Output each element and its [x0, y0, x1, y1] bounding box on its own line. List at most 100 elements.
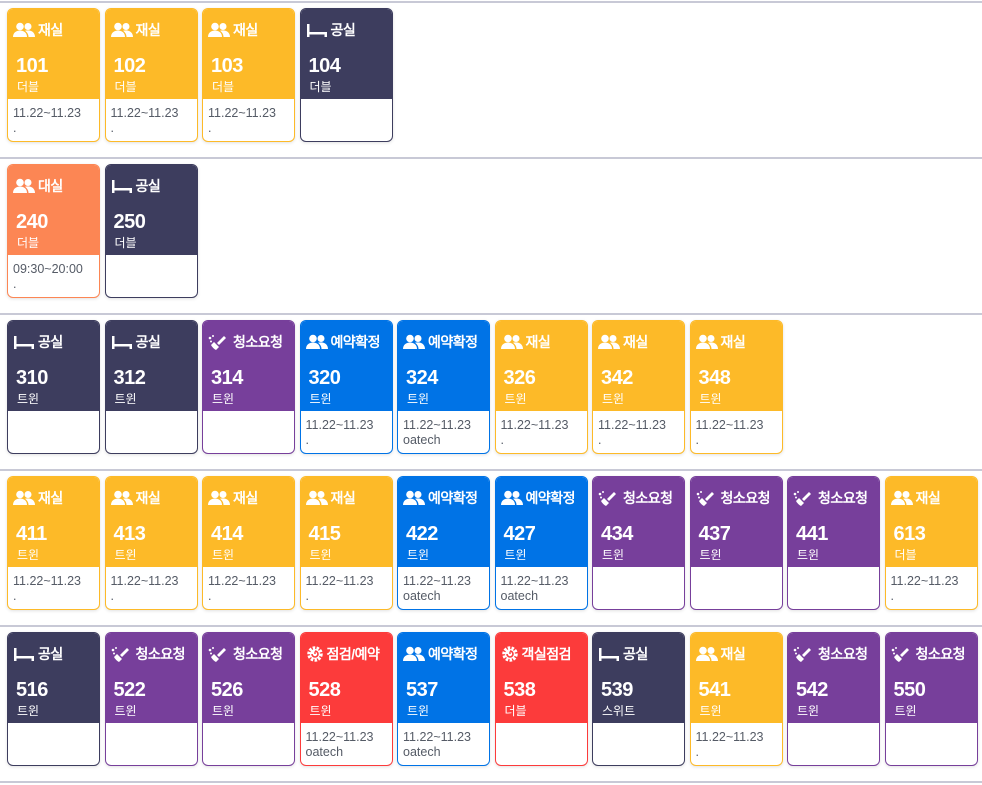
room-card-326[interactable]: 재실 326 트윈 11.22~11.23 . — [494, 320, 588, 454]
room-card-411[interactable]: 재실 411 트윈 11.22~11.23 . — [7, 476, 100, 610]
room-card-537[interactable]: 예약확정 537 트윈 11.22~11.23 oatech — [397, 632, 490, 766]
room-type: 트윈 — [504, 392, 527, 406]
room-number: 539 — [601, 679, 633, 701]
room-card-422[interactable]: 예약확정 422 트윈 11.22~11.23 oatech — [397, 476, 490, 610]
room-card-details — [8, 411, 99, 453]
room-card-539[interactable]: 공실 539 스위트 — [592, 632, 685, 766]
room-type: 트윈 — [114, 704, 137, 718]
room-status: 재실 — [110, 18, 197, 42]
room-status: 재실 — [13, 486, 99, 510]
room-card-427[interactable]: 예약확정 427 트윈 11.22~11.23 oatech — [494, 476, 588, 610]
room-status: 예약확정 — [403, 642, 489, 666]
room-card-522[interactable]: 청소요청 522 트윈 — [104, 632, 198, 766]
room-card-414[interactable]: 재실 414 트윈 11.22~11.23 . — [202, 476, 295, 610]
room-card-details — [788, 567, 879, 609]
room-card-header: 재실 348 트윈 — [690, 321, 782, 411]
room-status: 공실 — [13, 330, 99, 354]
room-card-526[interactable]: 청소요청 526 트윈 — [202, 632, 295, 766]
room-status-label: 공실 — [330, 22, 356, 38]
room-status-label: 청소요청 — [135, 646, 186, 662]
room-number: 102 — [113, 55, 146, 77]
room-status: 예약확정 — [305, 330, 392, 354]
room-card-541[interactable]: 재실 541 트윈 11.22~11.23 . — [689, 632, 783, 766]
bed-icon — [111, 334, 136, 350]
people-icon — [890, 490, 916, 506]
guest-note: . — [500, 433, 504, 447]
room-type: 트윈 — [894, 704, 917, 718]
gear-icon — [306, 645, 327, 663]
room-status-label: 청소요청 — [915, 646, 966, 662]
room-status: 재실 — [598, 330, 684, 354]
room-card-header: 대실 240 더블 — [8, 165, 99, 255]
room-card-542[interactable]: 청소요청 542 트윈 — [787, 632, 880, 766]
room-status: 재실 — [13, 18, 99, 42]
room-card-details: 11.22~11.23 oatech — [398, 411, 489, 453]
room-card-516[interactable]: 공실 516 트윈 — [7, 632, 100, 766]
room-status-label: 공실 — [38, 334, 63, 350]
room-type: 트윈 — [797, 704, 820, 718]
room-card-250[interactable]: 공실 250 더블 — [104, 164, 198, 298]
room-card-613[interactable]: 재실 613 더블 11.22~11.23 . — [884, 476, 978, 610]
room-card-details: 11.22~11.23 . — [203, 99, 294, 141]
broom-icon — [793, 490, 818, 506]
guest-note: . — [208, 589, 212, 603]
room-status: 청소요청 — [598, 486, 684, 510]
people-icon — [110, 22, 136, 38]
stay-dates: 11.22~11.23 — [598, 418, 667, 432]
room-card-details: 11.22~11.23 oatech — [398, 567, 489, 609]
room-card-441[interactable]: 청소요청 441 트윈 — [787, 476, 880, 610]
room-status-label: 재실 — [720, 334, 746, 350]
room-card-102[interactable]: 재실 102 더블 11.22~11.23 . — [104, 8, 198, 142]
room-status-label: 재실 — [525, 334, 551, 350]
room-type: 트윈 — [797, 548, 820, 562]
room-card-details: 11.22~11.23 . — [106, 99, 197, 141]
room-card-310[interactable]: 공실 310 트윈 — [7, 320, 100, 454]
room-card-details — [106, 723, 197, 765]
stay-dates: 11.22~11.23 — [305, 418, 374, 432]
room-card-314[interactable]: 청소요청 314 트윈 — [202, 320, 295, 454]
room-card-240[interactable]: 대실 240 더블 09:30~20:00 . — [7, 164, 100, 298]
room-card-434[interactable]: 청소요청 434 트윈 — [592, 476, 685, 610]
room-number: 613 — [893, 523, 926, 545]
room-card-342[interactable]: 재실 342 트윈 11.22~11.23 . — [592, 320, 685, 454]
room-card-header: 예약확정 422 트윈 — [398, 477, 489, 567]
guest-note: oatech — [305, 745, 344, 759]
room-status: 예약확정 — [403, 486, 489, 510]
room-card-details — [8, 723, 99, 765]
room-card-550[interactable]: 청소요청 550 트윈 — [884, 632, 978, 766]
room-number: 250 — [113, 211, 146, 233]
room-card-538[interactable]: 객실점검 538 더블 — [494, 632, 588, 766]
room-card-header: 청소요청 441 트윈 — [788, 477, 879, 567]
stay-dates: 11.22~11.23 — [305, 574, 374, 588]
room-number: 537 — [406, 679, 438, 701]
room-card-528[interactable]: 점검/예약 528 트윈 11.22~11.23 oatech — [299, 632, 393, 766]
room-card-320[interactable]: 예약확정 320 트윈 11.22~11.23 . — [299, 320, 393, 454]
room-number: 310 — [16, 367, 48, 389]
room-card-348[interactable]: 재실 348 트윈 11.22~11.23 . — [689, 320, 783, 454]
people-icon — [13, 490, 38, 506]
room-number: 348 — [698, 367, 731, 389]
room-card-324[interactable]: 예약확정 324 트윈 11.22~11.23 oatech — [397, 320, 490, 454]
room-status-label: 대실 — [38, 178, 63, 194]
room-card-437[interactable]: 청소요청 437 트윈 — [689, 476, 783, 610]
room-card-101[interactable]: 재실 101 더블 11.22~11.23 . — [7, 8, 100, 142]
room-card-104[interactable]: 공실 104 더블 — [299, 8, 393, 142]
people-icon — [500, 490, 526, 506]
room-status-label: 객실점검 — [521, 646, 572, 662]
room-card-413[interactable]: 재실 413 트윈 11.22~11.23 . — [104, 476, 198, 610]
room-card-header: 재실 342 트윈 — [593, 321, 684, 411]
floor-row: 재실 101 더블 11.22~11.23 . 재실 102 더블 11.22~… — [0, 1, 982, 157]
floor-row: 공실 516 트윈 청소요청 522 트윈 청소요청 526 트윈 점검/예약 … — [0, 625, 982, 781]
stay-dates: 09:30~20:00 — [13, 262, 83, 276]
room-type: 트윈 — [504, 548, 527, 562]
room-card-details: 11.22~11.23 . — [203, 567, 294, 609]
floor-row: 대실 240 더블 09:30~20:00 . 공실 250 더블 — [0, 157, 982, 313]
room-card-header: 재실 413 트윈 — [105, 477, 197, 567]
room-card-312[interactable]: 공실 312 트윈 — [104, 320, 198, 454]
room-card-103[interactable]: 재실 103 더블 11.22~11.23 . — [202, 8, 295, 142]
guest-note: . — [208, 121, 212, 135]
room-card-415[interactable]: 재실 415 트윈 11.22~11.23 . — [299, 476, 393, 610]
room-type: 트윈 — [114, 392, 137, 406]
room-type: 트윈 — [114, 548, 137, 562]
